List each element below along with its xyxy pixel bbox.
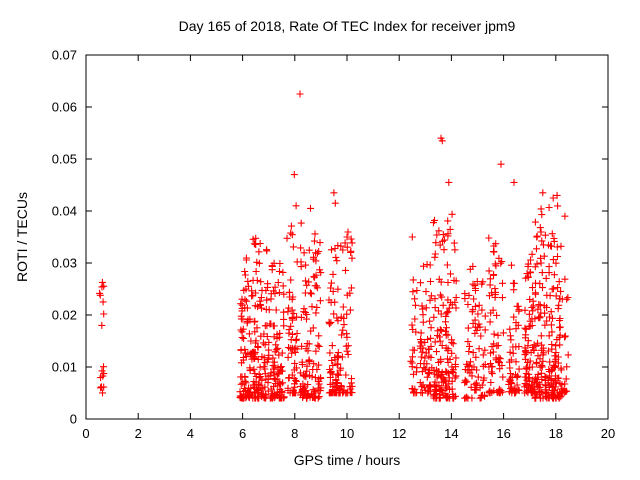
x-tick-label: 20: [601, 426, 615, 441]
x-tick-label: 18: [549, 426, 563, 441]
x-tick-label: 0: [82, 426, 89, 441]
x-axis-label: GPS time / hours: [293, 452, 401, 468]
x-tick-label: 4: [187, 426, 194, 441]
x-tick-label: 16: [496, 426, 510, 441]
y-tick-label: 0.05: [52, 152, 77, 167]
x-tick-label: 6: [239, 426, 246, 441]
scatter-points: [96, 90, 572, 402]
y-tick-label: 0.04: [52, 204, 77, 219]
x-tick-label: 12: [392, 426, 406, 441]
y-tick-label: 0.03: [52, 256, 77, 271]
y-tick-label: 0.01: [52, 360, 77, 375]
y-axis-label: ROTI / TECUs: [14, 192, 30, 282]
x-tick-label: 2: [135, 426, 142, 441]
y-tick-label: 0: [70, 412, 77, 427]
x-tick-label: 10: [340, 426, 354, 441]
y-tick-label: 0.06: [52, 100, 77, 115]
y-tick-label: 0.07: [52, 48, 77, 63]
x-tick-label: 8: [291, 426, 298, 441]
x-tick-label: 14: [444, 426, 458, 441]
y-tick-label: 0.02: [52, 308, 77, 323]
chart-title: Day 165 of 2018, Rate Of TEC Index for r…: [178, 18, 516, 34]
